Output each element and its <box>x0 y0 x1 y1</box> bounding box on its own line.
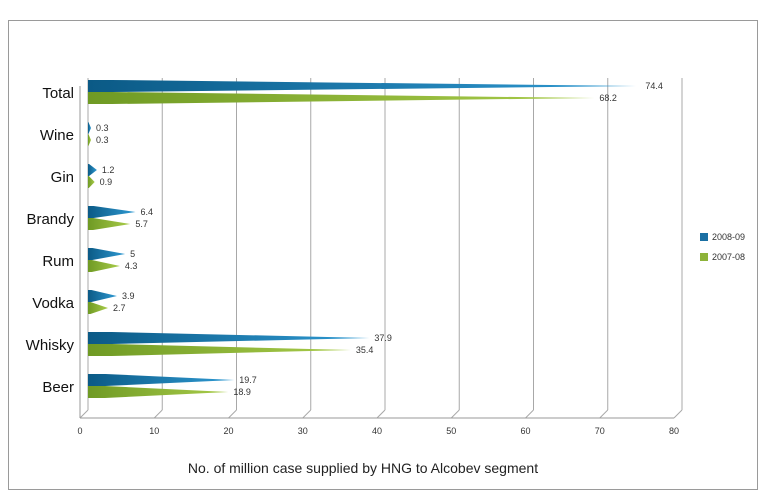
bar-2007-08 <box>88 134 91 146</box>
category-label: Brandy <box>26 211 74 228</box>
x-axis-ticks: 0 10 20 30 40 50 60 70 80 <box>77 426 679 436</box>
data-label: 68.2 <box>599 93 617 103</box>
bar-2008-09 <box>88 164 97 176</box>
data-label: 3.9 <box>122 291 135 301</box>
x-tick-label: 20 <box>223 426 233 436</box>
bar-2008-09 <box>88 374 235 386</box>
bar-2007-08 <box>88 386 229 398</box>
data-label: 0.3 <box>96 135 109 145</box>
x-tick-label: 50 <box>446 426 456 436</box>
x-tick-label: 30 <box>298 426 308 436</box>
gridlines <box>79 78 683 419</box>
x-tick-label: 80 <box>669 426 679 436</box>
category-label: Gin <box>51 169 74 186</box>
bar-2007-08 <box>88 302 109 314</box>
bar-2008-09 <box>88 206 136 218</box>
x-tick-label: 70 <box>595 426 605 436</box>
category-labels: Total Wine Gin Brandy Rum Vodka Whisky Beer <box>26 85 75 396</box>
data-label: 0.9 <box>100 177 113 187</box>
category-label: Beer <box>42 379 74 396</box>
legend-label: 2007-08 <box>712 252 745 262</box>
data-label: 5 <box>130 249 135 259</box>
bars: 74.4 68.2 0.3 0.3 1.2 0.9 6.4 5.7 5 4.3 3.9 2.7 37.9… <box>88 80 663 398</box>
gridline-base <box>376 409 386 419</box>
data-label: 74.4 <box>645 81 663 91</box>
gridline-base <box>673 409 683 419</box>
gridline-base <box>153 409 163 419</box>
category-label: Vodka <box>32 295 74 312</box>
gridline-base <box>525 409 534 419</box>
data-label: 19.7 <box>239 375 257 385</box>
x-tick-label: 40 <box>372 426 382 436</box>
data-label: 1.2 <box>102 165 115 175</box>
gridline-base <box>79 409 89 419</box>
category-label: Wine <box>40 127 74 144</box>
x-tick-label: 0 <box>77 426 82 436</box>
bar-2008-09 <box>88 332 370 344</box>
data-label: 6.4 <box>141 207 154 217</box>
legend-swatch <box>700 233 708 241</box>
data-label: 18.9 <box>233 387 251 397</box>
gridline-base <box>599 409 609 419</box>
bar-2008-09 <box>88 290 117 302</box>
bar-2008-09 <box>88 248 126 260</box>
gridline-base <box>228 409 237 419</box>
category-label: Rum <box>42 253 74 270</box>
legend-swatch <box>700 253 708 261</box>
category-label: Total <box>42 85 74 102</box>
x-axis-label: No. of million case supplied by HNG to A… <box>188 460 538 476</box>
data-label: 2.7 <box>113 303 126 313</box>
bar-2008-09 <box>88 80 641 92</box>
data-label: 0.3 <box>96 123 109 133</box>
bar-2007-08 <box>88 176 95 188</box>
bar-2007-08 <box>88 344 351 356</box>
data-label: 35.4 <box>356 345 374 355</box>
bar-2007-08 <box>88 218 131 230</box>
category-label: Whisky <box>26 337 75 354</box>
data-label: 4.3 <box>125 261 138 271</box>
data-label: 5.7 <box>135 219 148 229</box>
bar-2008-09 <box>88 122 91 134</box>
legend: 2008-09 2007-08 <box>700 232 745 262</box>
data-label: 37.9 <box>374 333 392 343</box>
gridline-base <box>302 409 312 419</box>
x-tick-label: 60 <box>520 426 530 436</box>
x-tick-label: 10 <box>149 426 159 436</box>
bar-2007-08 <box>88 260 120 272</box>
gridline-base <box>450 409 460 419</box>
legend-label: 2008-09 <box>712 232 745 242</box>
bar-2007-08 <box>88 92 595 104</box>
